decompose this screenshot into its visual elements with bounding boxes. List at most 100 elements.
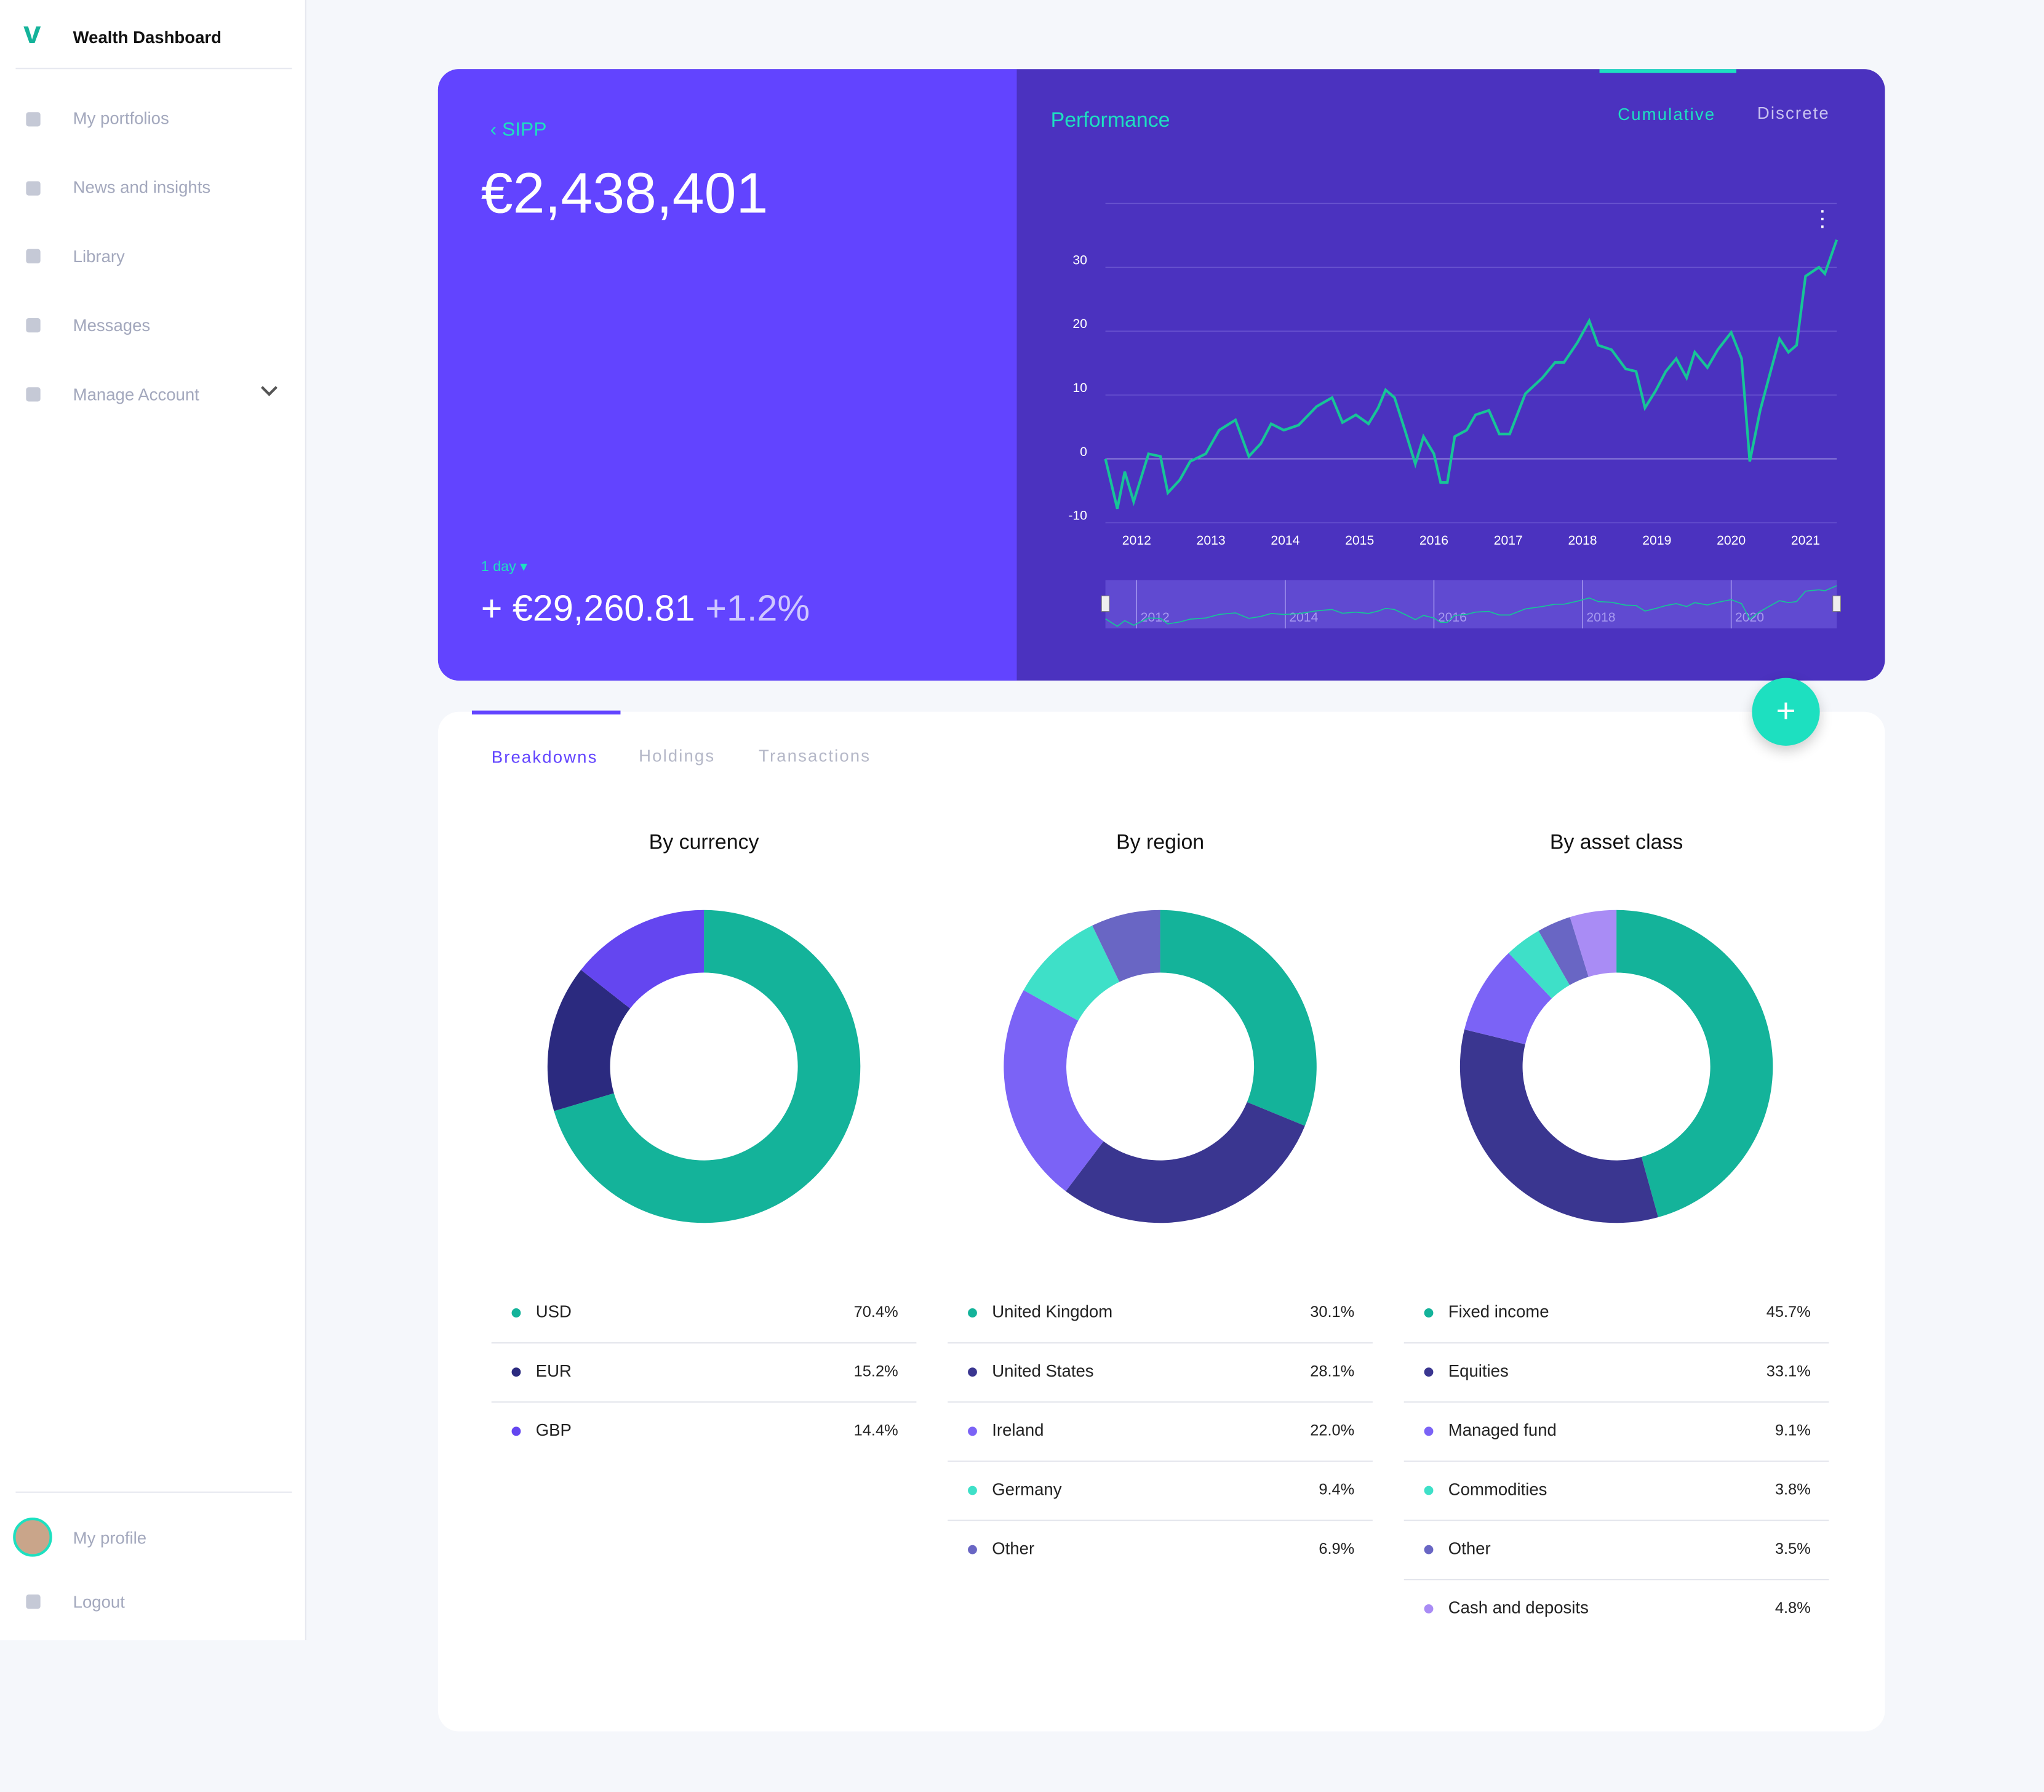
nav-item[interactable]: My portfolios (73, 108, 169, 128)
x-tick-label: 2021 (1791, 534, 1820, 548)
period-select[interactable]: 1 day ▾ (481, 559, 527, 575)
navigator-handle (1832, 595, 1842, 612)
x-tick-label: 2018 (1568, 534, 1597, 548)
legend-value: 28.1% (1310, 1362, 1354, 1380)
legend-dot (1424, 1426, 1434, 1436)
change-amount: + €29,260.81 (481, 588, 695, 629)
x-tick-label: 2016 (1419, 534, 1448, 548)
legend-dot (968, 1486, 977, 1495)
legend-label: Ireland (992, 1420, 1044, 1439)
legend-dot (1424, 1545, 1434, 1554)
legend-label: Other (992, 1538, 1034, 1558)
sidebar: v Wealth Dashboard My portfolios News an… (0, 0, 306, 1641)
legend-dot (968, 1545, 977, 1554)
avatar[interactable] (13, 1518, 52, 1557)
legend-label: USD (536, 1302, 572, 1321)
profile-link[interactable]: My profile (73, 1528, 147, 1548)
summary-panel (437, 69, 1017, 681)
nav-icon (26, 387, 41, 402)
navigator-line (1105, 585, 1837, 627)
legend-dot (1424, 1486, 1434, 1495)
tab[interactable]: Transactions (759, 745, 871, 766)
legend-dot (511, 1308, 521, 1318)
nav-item[interactable]: Messages (73, 315, 151, 335)
nav-item[interactable]: News and insights (73, 177, 211, 197)
pie-slice (1066, 1102, 1305, 1223)
legend-value: 45.7% (1767, 1303, 1811, 1321)
nav-item[interactable]: Library (73, 246, 125, 266)
lock-icon (26, 1594, 41, 1609)
pie-slice (1464, 953, 1552, 1044)
legend-dot (1424, 1308, 1434, 1318)
legend-label: Commodities (1448, 1479, 1547, 1498)
navigator (1105, 580, 1837, 629)
perf-tab[interactable]: Cumulative (1618, 104, 1716, 124)
add-button[interactable]: + (1752, 678, 1820, 746)
x-tick-label: 2017 (1494, 534, 1523, 548)
legend-dot (968, 1308, 977, 1318)
nav-icon (26, 181, 41, 196)
chart-title: Performance (1051, 108, 1170, 132)
navigator-handle (1101, 595, 1110, 612)
perf-tab[interactable]: Discrete (1757, 103, 1830, 123)
back-link[interactable]: ‹ SIPP (490, 118, 547, 141)
tab-indicator (471, 710, 621, 715)
x-tick-label: 2012 (1122, 534, 1151, 548)
nav-icon (26, 112, 41, 127)
legend-label: EUR (536, 1361, 572, 1380)
y-tick-label: 30 (1072, 253, 1087, 267)
divider (15, 1491, 292, 1493)
legend-value: 6.9% (1319, 1540, 1354, 1558)
brand: Wealth Dashboard (73, 27, 222, 47)
nav-item[interactable]: Manage Account (73, 384, 199, 404)
navigator-label: 2020 (1735, 610, 1764, 625)
pie-slice (1538, 917, 1589, 985)
legend-label: Germany (992, 1479, 1061, 1498)
y-tick-label: 20 (1072, 317, 1087, 331)
legend-label: Cash and deposits (1448, 1598, 1589, 1617)
back-label[interactable]: SIPP (502, 118, 547, 141)
change: + €29,260.81 +1.2% (481, 588, 810, 630)
legend-dot (968, 1426, 977, 1436)
pie-slice (1508, 930, 1570, 999)
line (1104, 239, 1838, 510)
x-tick-label: 2020 (1717, 534, 1746, 548)
pie-slice (1023, 926, 1120, 1021)
pie-slice (1616, 910, 1773, 1218)
pie-slice (581, 910, 705, 1009)
divider (15, 68, 292, 70)
legend-label: Fixed income (1448, 1302, 1549, 1321)
navigator-label: 2012 (1141, 610, 1170, 625)
tab-indicator (1599, 69, 1737, 73)
x-tick-label: 2015 (1345, 534, 1374, 548)
period[interactable]: 1 day (481, 559, 516, 575)
pie-slice (1160, 910, 1317, 1126)
legend-value: 15.2% (854, 1362, 898, 1380)
y-tick-label: 10 (1072, 381, 1087, 395)
tab[interactable]: Breakdowns (491, 746, 598, 767)
logout-link[interactable]: Logout (73, 1591, 125, 1612)
logo: v (23, 15, 41, 51)
legend-value: 9.4% (1319, 1481, 1354, 1498)
legend-value: 70.4% (854, 1303, 898, 1321)
legend-label: United States (992, 1361, 1093, 1380)
pie-slice (1092, 910, 1160, 982)
x-tick-label: 2019 (1642, 534, 1671, 548)
navigator-label: 2018 (1586, 610, 1615, 625)
x-tick-label: 2013 (1197, 534, 1226, 548)
pie-slice (547, 969, 631, 1111)
legend-label: Other (1448, 1538, 1491, 1558)
legend-dot (1424, 1367, 1434, 1377)
y-tick-label: 0 (1080, 445, 1087, 459)
legend-label: GBP (536, 1420, 572, 1439)
x-tick-label: 2014 (1271, 534, 1299, 548)
legend-label: Managed fund (1448, 1420, 1557, 1439)
legend-value: 30.1% (1310, 1303, 1354, 1321)
tab[interactable]: Holdings (639, 745, 716, 766)
legend-label: United Kingdom (992, 1302, 1112, 1321)
legend-value: 4.8% (1775, 1599, 1811, 1617)
pie-slice (1570, 910, 1617, 977)
